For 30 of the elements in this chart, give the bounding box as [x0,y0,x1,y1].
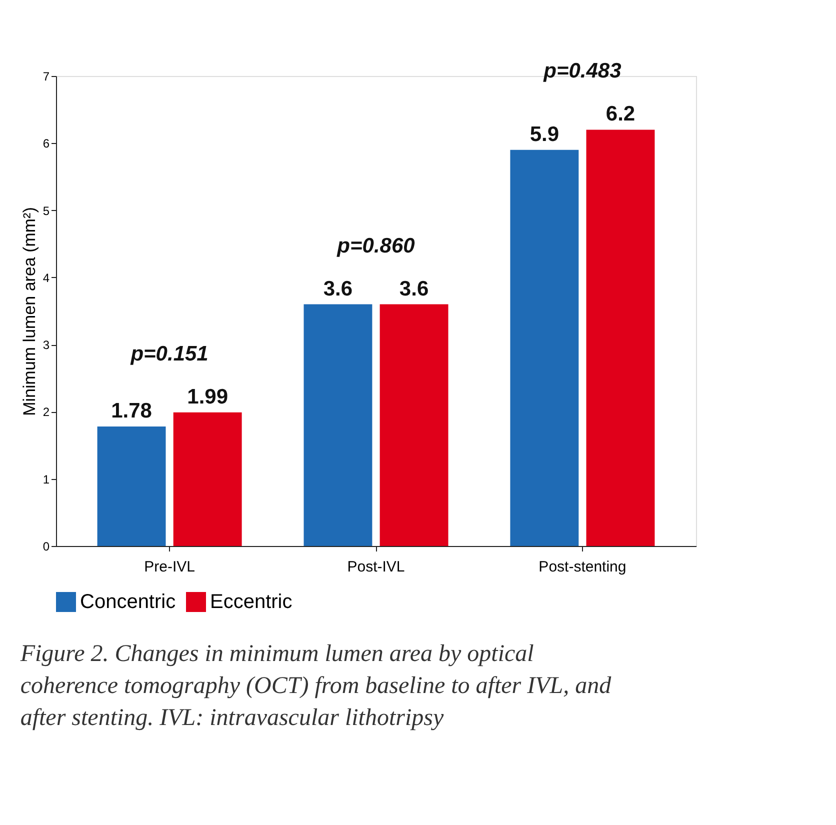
caption: Figure 2. Changes in minimum lumen area by optical coherence tomography (OCT) from baseline to after IVL, and after stenting. IVL: intravascular lithotripsy [19,641,612,731]
annotation: p=0.151 [130,342,208,366]
bar [304,304,372,546]
data-label: 1.78 [111,399,152,422]
annotation: p=0.860 [336,234,416,258]
data-label: 5.9 [530,122,560,146]
data-label: 3.6 [323,277,353,300]
bar [380,304,448,546]
y-tick-label: 0 [42,540,50,554]
y-tick-label: 1 [42,472,50,486]
data-label: 3.6 [399,277,429,300]
data-label: 6.2 [606,102,636,126]
legend-label: Eccentric [210,591,292,613]
y-tick-label: 2 [42,405,50,420]
x-tick-label: Post-IVL [347,558,405,576]
data-label: 1.99 [187,385,228,408]
bar [510,150,579,546]
legend-label: Concentric [80,591,176,613]
x-tick-label: Post-stenting [538,558,626,576]
bar [97,426,166,546]
y-axis-title: Minimum lumen area (mm²) [20,207,39,416]
y-tick-label: 7 [42,70,50,84]
bar [173,412,242,546]
annotation: p=0.483 [542,60,622,83]
y-tick-label: 5 [42,204,50,218]
x-tick-label: Pre-IVL [144,558,195,576]
y-tick-label: 4 [42,270,50,285]
bar [586,130,655,546]
y-tick-label: 3 [42,338,50,352]
y-tick-label: 6 [42,136,50,151]
